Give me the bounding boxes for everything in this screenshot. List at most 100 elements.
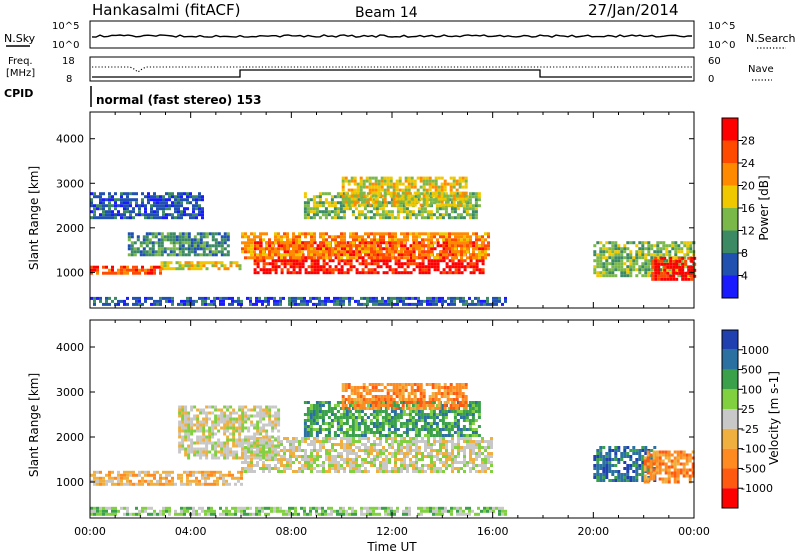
heatmap-cell: [306, 299, 309, 303]
heatmap-cell: [196, 447, 200, 451]
heatmap-cell: [181, 414, 185, 418]
heatmap-cell: [265, 253, 268, 257]
heatmap-cell: [426, 428, 430, 431]
heatmap-cell: [481, 259, 485, 263]
heatmap-cell: [271, 259, 275, 263]
heatmap-cell: [241, 232, 244, 236]
heatmap-cell: [391, 443, 394, 446]
heatmap-cell: [220, 264, 224, 268]
heatmap-cell: [268, 268, 272, 272]
heatmap-cell: [375, 299, 378, 303]
heatmap-cell: [405, 425, 409, 428]
heatmap-cell: [419, 203, 423, 207]
heatmap-cell: [226, 447, 230, 451]
heatmap-cell: [349, 440, 352, 443]
heatmap-cell: [184, 435, 188, 439]
heatmap-cell: [327, 410, 331, 413]
heatmap-cell: [644, 256, 648, 260]
heatmap-cell: [321, 428, 325, 431]
heatmap-cell: [678, 268, 682, 272]
heatmap-cell: [433, 464, 436, 467]
heatmap-cell: [321, 213, 325, 217]
heatmap-cell: [689, 247, 693, 251]
heatmap-cell: [286, 232, 289, 236]
heatmap-cell: [370, 458, 373, 461]
heatmap-cell: [449, 176, 453, 180]
heatmap-cell: [183, 213, 186, 217]
heatmap-cell: [144, 479, 147, 483]
heatmap-cell: [342, 302, 345, 306]
heatmap-cell: [187, 414, 191, 418]
heatmap-cell: [340, 253, 344, 257]
heatmap-cell: [389, 176, 393, 180]
heatmap-cell: [344, 179, 348, 183]
heatmap-cell: [265, 453, 269, 457]
heatmap-cell: [127, 232, 131, 236]
heatmap-cell: [362, 182, 366, 186]
heatmap-cell: [368, 203, 372, 207]
heatmap-cell: [319, 446, 322, 449]
heatmap-cell: [280, 443, 283, 446]
heatmap-cell: [437, 176, 441, 180]
heatmap-cell: [318, 431, 322, 434]
heatmap-cell: [244, 411, 248, 415]
heatmap-cell: [429, 299, 432, 303]
heatmap-cell: [316, 262, 320, 266]
heatmap-cell: [412, 455, 415, 458]
heatmap-cell: [474, 195, 478, 199]
heatmap-cell: [487, 455, 490, 458]
heatmap-cell: [295, 262, 299, 266]
heatmap-cell: [223, 453, 227, 457]
heatmap-cell: [217, 408, 221, 412]
heatmap-cell: [235, 429, 239, 433]
heatmap-cell: [301, 458, 304, 461]
heatmap-cell: [412, 262, 416, 266]
heatmap-cell: [434, 179, 438, 183]
heatmap-cell: [181, 247, 185, 251]
heatmap-cell: [202, 232, 206, 236]
heatmap-cell: [160, 250, 164, 254]
heatmap-cell: [363, 434, 367, 437]
heatmap-cell: [193, 241, 197, 245]
heatmap-cell: [256, 411, 260, 415]
heatmap-cell: [675, 271, 679, 275]
heatmap-cell: [373, 268, 377, 272]
heatmap-cell: [397, 256, 400, 260]
heatmap-cell: [454, 458, 457, 461]
heatmap-cell: [448, 452, 451, 455]
heatmap-cell: [162, 482, 165, 486]
heatmap-cell: [429, 428, 433, 431]
heatmap-cell: [608, 253, 612, 257]
heatmap-cell: [318, 195, 322, 199]
heatmap-cell: [331, 446, 334, 449]
heatmap-cell: [471, 192, 475, 196]
heatmap-cell: [647, 262, 651, 266]
heatmap-cell: [660, 274, 664, 278]
heatmap-cell: [190, 426, 194, 430]
heatmap-cell: [463, 446, 466, 449]
heatmap-cell: [205, 235, 209, 239]
heatmap-cell: [274, 235, 277, 239]
heatmap-cell: [319, 232, 322, 236]
heatmap-cell: [361, 443, 364, 446]
heatmap-cell: [623, 271, 627, 275]
heatmap-cell: [460, 259, 464, 263]
heatmap-cell: [445, 253, 448, 257]
heatmap-cell: [201, 473, 204, 477]
heatmap-cell: [96, 476, 99, 480]
heatmap-cell: [178, 232, 182, 236]
heatmap-cell: [418, 253, 421, 257]
heatmap-cell: [412, 470, 415, 473]
heatmap-cell: [369, 296, 372, 300]
heatmap-cell: [186, 473, 189, 477]
heatmap-cell: [629, 253, 633, 257]
heatmap-cell: [99, 198, 102, 202]
heatmap-cell: [349, 467, 352, 470]
heatmap-cell: [394, 470, 397, 473]
heatmap-cell: [313, 437, 316, 440]
heatmap-cell: [373, 443, 376, 446]
heatmap-cell: [484, 470, 487, 473]
heatmap-cell: [371, 200, 375, 204]
heatmap-cell: [153, 216, 156, 220]
heatmap-cell: [445, 241, 449, 245]
